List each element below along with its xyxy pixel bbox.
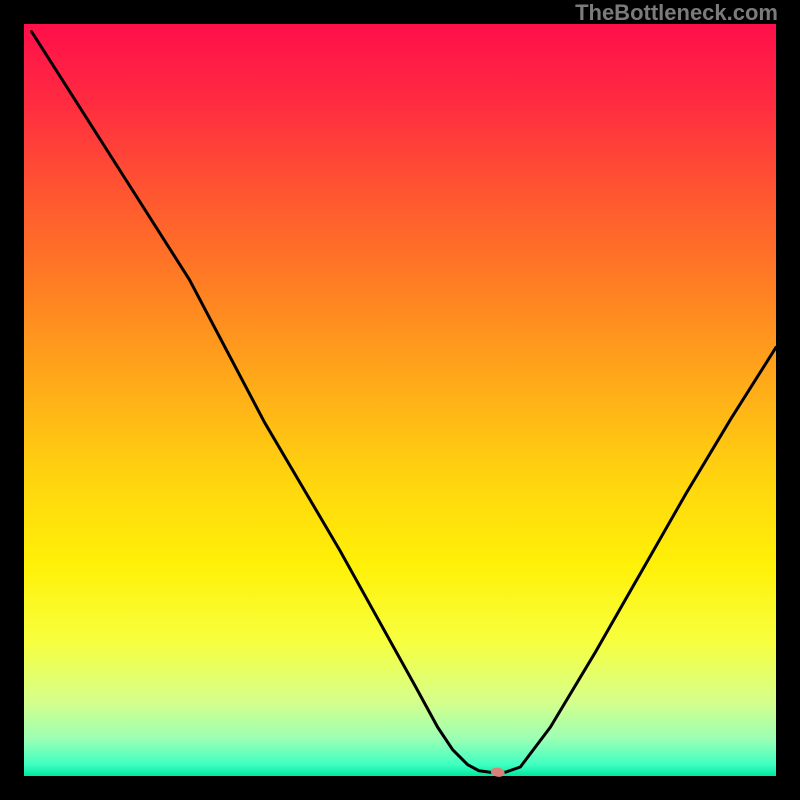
plot-area: [24, 24, 776, 776]
watermark-text: TheBottleneck.com: [575, 0, 778, 25]
